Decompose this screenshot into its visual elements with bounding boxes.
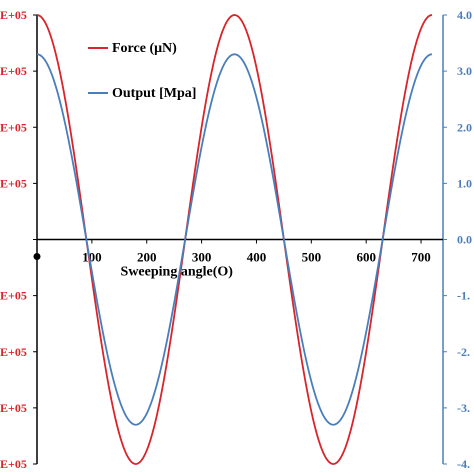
left-tick-label: E+05 bbox=[0, 176, 27, 190]
right-tick-label: 0.0 bbox=[457, 233, 472, 247]
x-tick-label: 300 bbox=[192, 250, 212, 265]
left-axis-ticks: E+05 E+05 E+05 E+05 E+05 E+05 E+05 E+05 bbox=[0, 8, 37, 471]
right-tick-label: 4.0 bbox=[457, 8, 472, 22]
x-axis-ticks: 100 200 300 400 500 600 700 bbox=[36, 239, 431, 265]
left-tick-label: E+05 bbox=[0, 8, 27, 22]
right-tick-label: -1. bbox=[457, 289, 470, 303]
legend-label: Output [Mpa] bbox=[112, 86, 196, 101]
legend: Force (μN) Output [Mpa] bbox=[88, 41, 196, 101]
left-tick-label: E+05 bbox=[0, 289, 27, 303]
x-tick-label: 600 bbox=[356, 250, 376, 265]
x-tick-label: 100 bbox=[82, 250, 102, 265]
x-axis-label: Sweeping angle(O) bbox=[121, 265, 234, 280]
x-tick-label: 400 bbox=[247, 250, 267, 265]
left-tick-label: E+05 bbox=[0, 457, 27, 471]
series-group bbox=[36, 14, 433, 465]
right-tick-label: 1.0 bbox=[457, 176, 472, 190]
left-tick-label: E+05 bbox=[0, 345, 27, 359]
series-line bbox=[36, 53, 433, 426]
right-tick-label: -2. bbox=[457, 345, 470, 359]
legend-label: Force (μN) bbox=[112, 41, 177, 56]
right-tick-label: -3. bbox=[457, 401, 470, 415]
right-tick-label: -4. bbox=[457, 457, 470, 471]
left-tick-label: E+05 bbox=[0, 401, 27, 415]
right-axis-ticks: 4.0 3.0 2.0 1.0 0.0 -1. -2. -3. -4. bbox=[443, 8, 472, 471]
right-tick-label: 2.0 bbox=[457, 120, 472, 134]
series-line bbox=[36, 14, 433, 465]
right-tick-label: 3.0 bbox=[457, 64, 472, 78]
x-tick-label: 700 bbox=[411, 250, 431, 265]
left-tick-label: E+05 bbox=[0, 64, 27, 78]
x-tick-label: 200 bbox=[137, 250, 157, 265]
left-tick-label: E+05 bbox=[0, 120, 27, 134]
origin-marker bbox=[33, 253, 41, 260]
x-tick-label: 500 bbox=[302, 250, 322, 265]
